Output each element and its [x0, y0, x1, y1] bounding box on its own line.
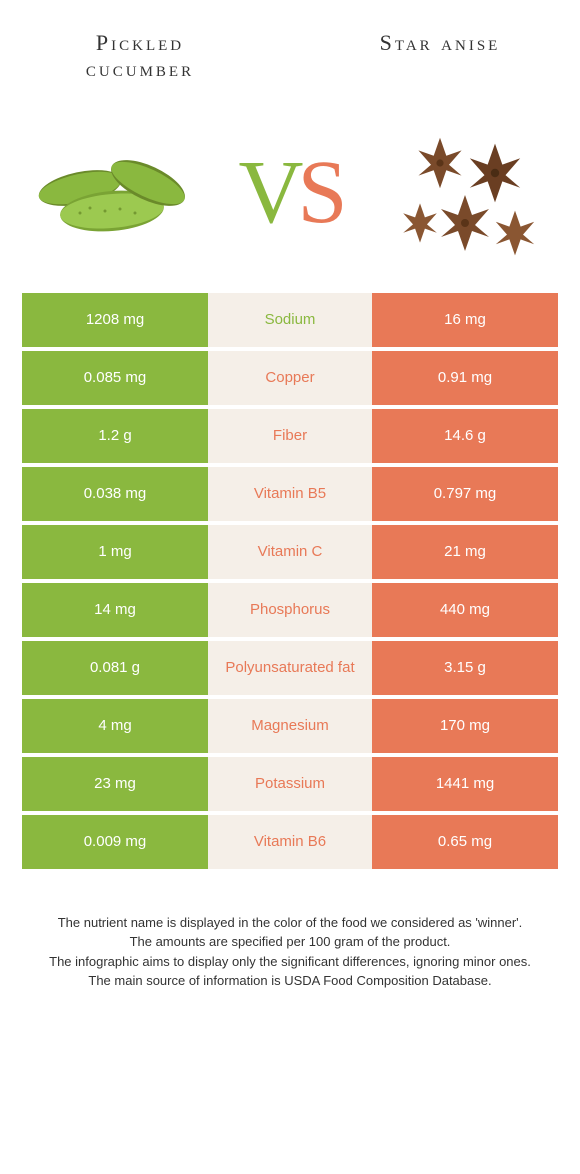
left-value: 0.009 mg	[22, 815, 208, 869]
vs-s: S	[297, 143, 341, 242]
right-value: 21 mg	[372, 525, 558, 579]
right-value: 440 mg	[372, 583, 558, 637]
right-value: 0.91 mg	[372, 351, 558, 405]
right-value: 0.65 mg	[372, 815, 558, 869]
nutrient-label: Copper	[208, 351, 372, 405]
images-row: VS	[0, 83, 580, 293]
nutrient-label: Vitamin C	[208, 525, 372, 579]
star-anise-image	[390, 113, 550, 273]
nutrient-label: Vitamin B6	[208, 815, 372, 869]
right-food-title: Star anise	[340, 30, 540, 56]
table-row: 0.081 gPolyunsaturated fat3.15 g	[22, 641, 558, 695]
nutrient-label: Polyunsaturated fat	[208, 641, 372, 695]
footer-line: The infographic aims to display only the…	[30, 952, 550, 972]
nutrient-label: Vitamin B5	[208, 467, 372, 521]
right-value: 16 mg	[372, 293, 558, 347]
right-value: 1441 mg	[372, 757, 558, 811]
table-row: 14 mgPhosphorus440 mg	[22, 583, 558, 637]
table-row: 4 mgMagnesium170 mg	[22, 699, 558, 753]
left-value: 0.038 mg	[22, 467, 208, 521]
footer-notes: The nutrient name is displayed in the co…	[0, 873, 580, 991]
pickled-cucumber-image	[30, 113, 190, 273]
table-row: 1 mgVitamin C21 mg	[22, 525, 558, 579]
right-value: 170 mg	[372, 699, 558, 753]
left-value: 1 mg	[22, 525, 208, 579]
vs-label: VS	[238, 141, 341, 244]
nutrient-label: Magnesium	[208, 699, 372, 753]
table-row: 0.085 mgCopper0.91 mg	[22, 351, 558, 405]
right-value: 14.6 g	[372, 409, 558, 463]
nutrient-label: Potassium	[208, 757, 372, 811]
nutrient-label: Fiber	[208, 409, 372, 463]
right-value: 0.797 mg	[372, 467, 558, 521]
left-value: 1.2 g	[22, 409, 208, 463]
left-value: 14 mg	[22, 583, 208, 637]
nutrient-label: Phosphorus	[208, 583, 372, 637]
footer-line: The main source of information is USDA F…	[30, 971, 550, 991]
header: Pickled cucumber Star anise	[0, 0, 580, 83]
nutrient-label: Sodium	[208, 293, 372, 347]
table-row: 0.009 mgVitamin B60.65 mg	[22, 815, 558, 869]
table-row: 0.038 mgVitamin B50.797 mg	[22, 467, 558, 521]
left-value: 23 mg	[22, 757, 208, 811]
left-value: 1208 mg	[22, 293, 208, 347]
footer-line: The amounts are specified per 100 gram o…	[30, 932, 550, 952]
right-value: 3.15 g	[372, 641, 558, 695]
footer-line: The nutrient name is displayed in the co…	[30, 913, 550, 933]
left-food-title: Pickled cucumber	[40, 30, 240, 83]
left-value: 4 mg	[22, 699, 208, 753]
table-row: 1.2 gFiber14.6 g	[22, 409, 558, 463]
left-value: 0.085 mg	[22, 351, 208, 405]
table-row: 23 mgPotassium1441 mg	[22, 757, 558, 811]
table-row: 1208 mgSodium16 mg	[22, 293, 558, 347]
comparison-table: 1208 mgSodium16 mg0.085 mgCopper0.91 mg1…	[0, 293, 580, 869]
vs-v: V	[238, 143, 297, 242]
left-value: 0.081 g	[22, 641, 208, 695]
